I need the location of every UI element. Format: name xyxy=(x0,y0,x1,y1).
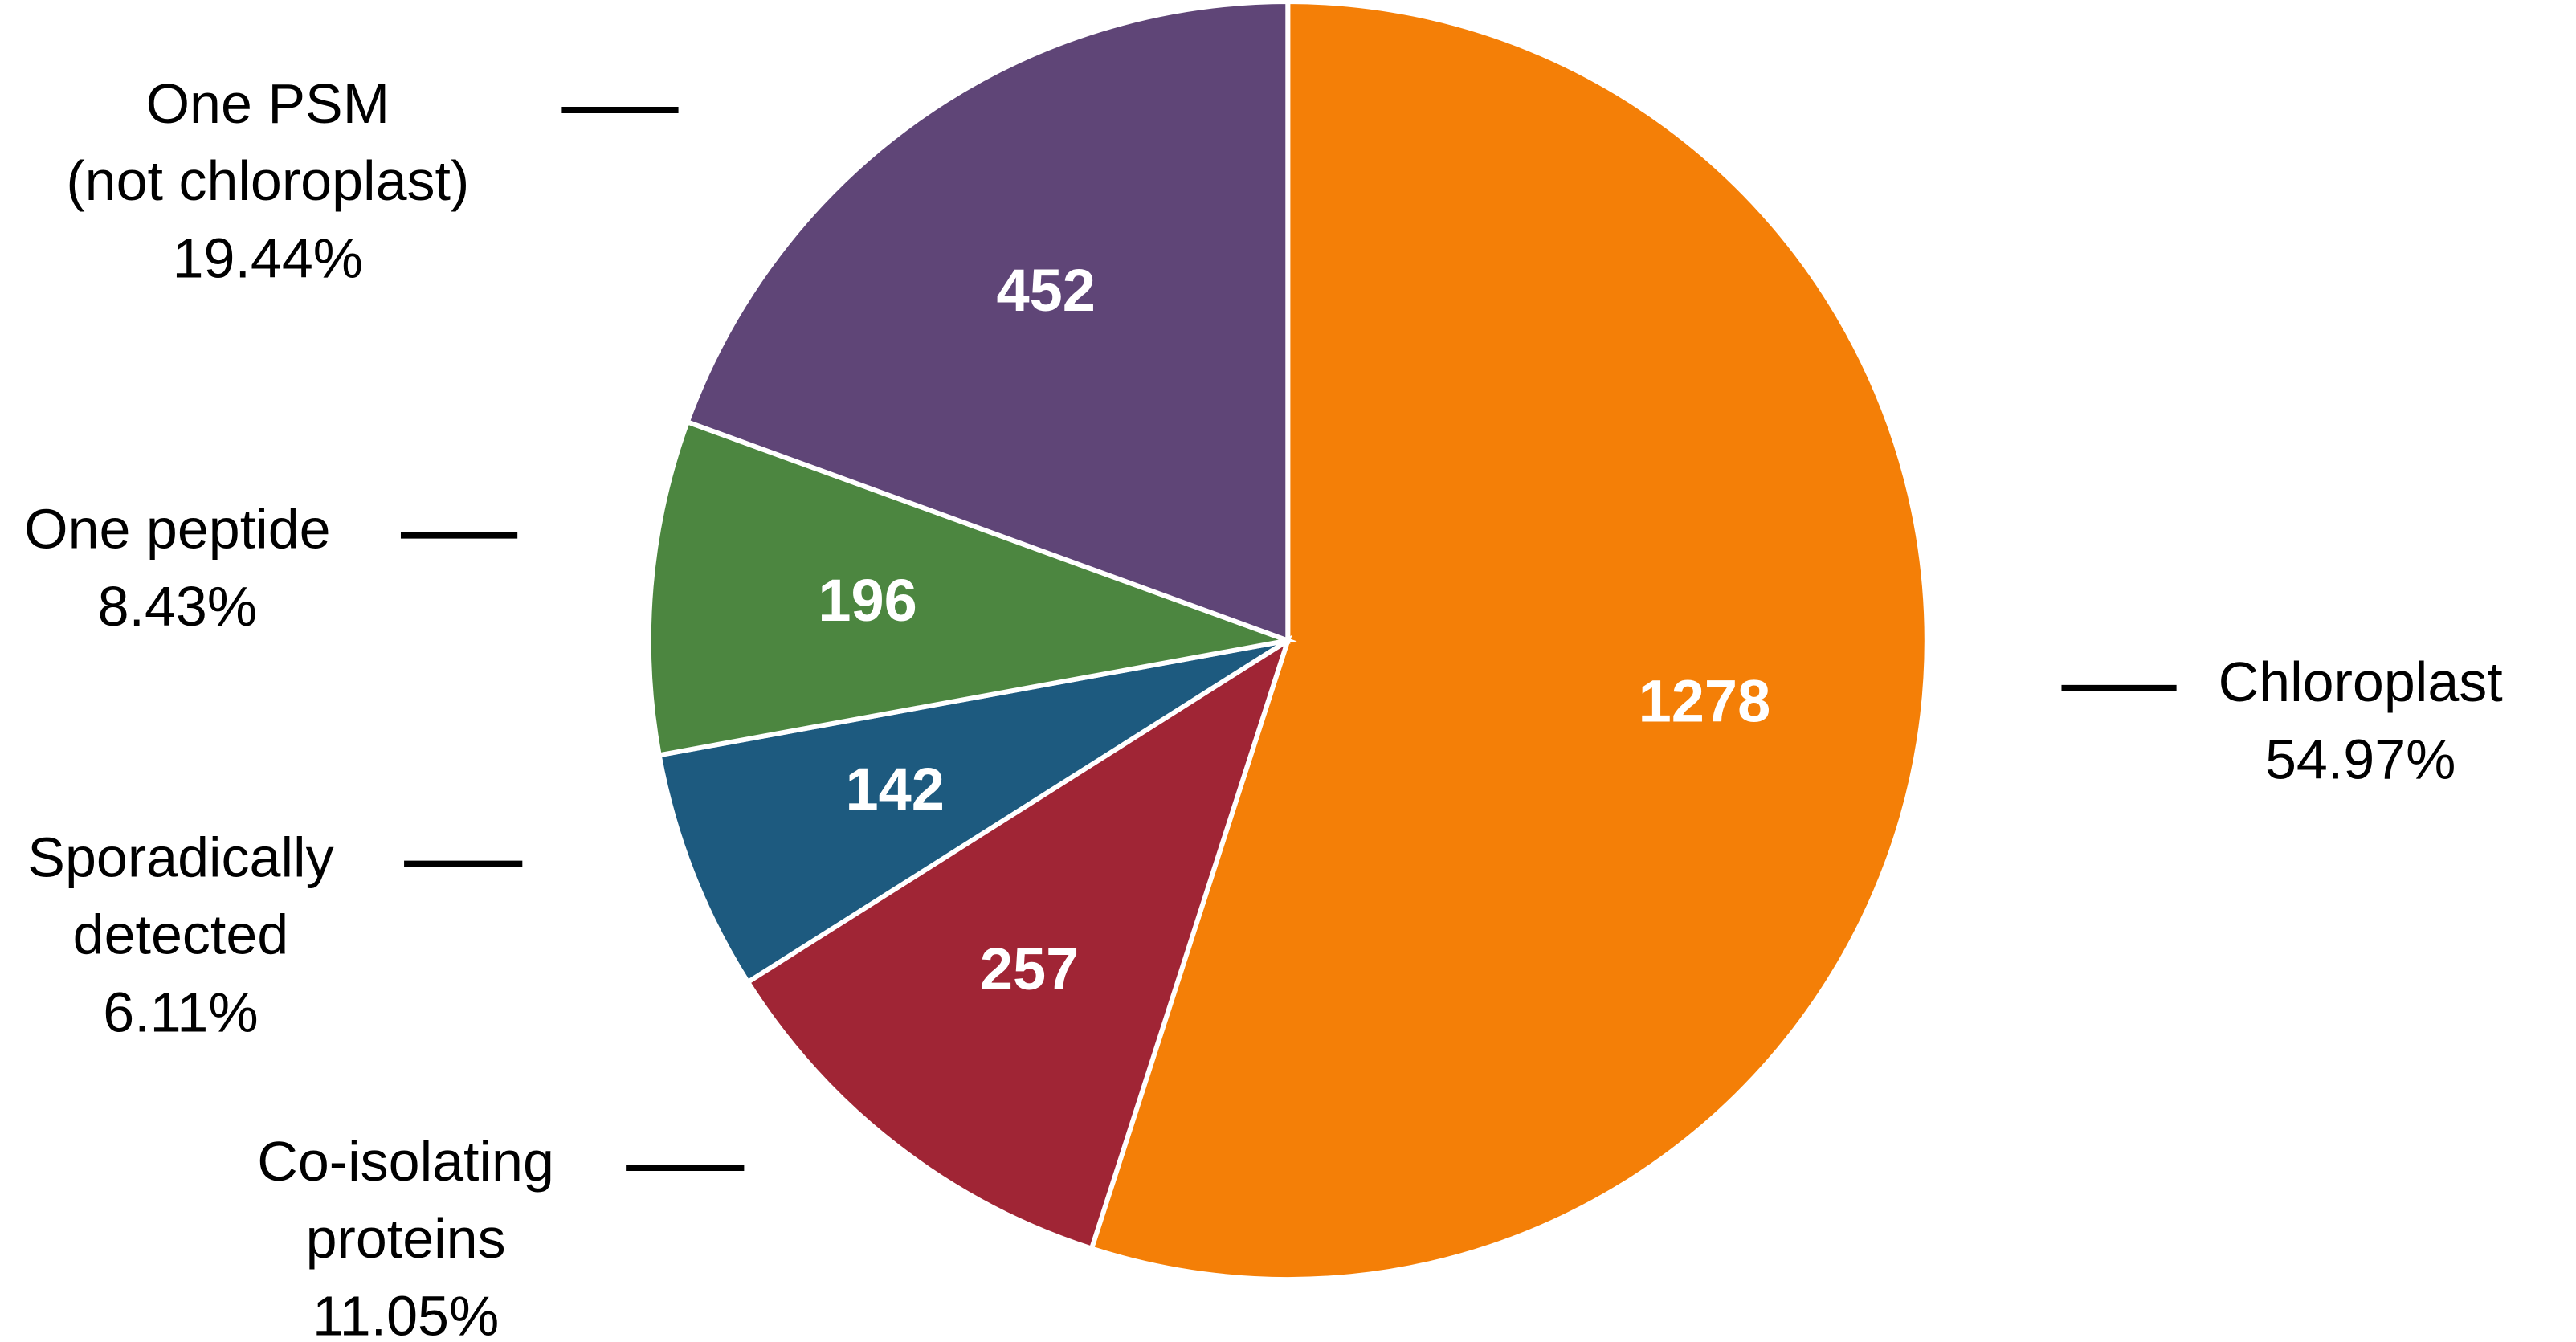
percent-label: 54.97% xyxy=(2265,728,2456,790)
category-label: One peptide xyxy=(24,498,330,561)
category-label: Chloroplast xyxy=(2219,651,2503,713)
pie-slice xyxy=(744,634,1292,1252)
value-label: 1278 xyxy=(1639,668,1771,735)
value-label: 142 xyxy=(845,756,944,822)
percent-label: 6.11% xyxy=(103,981,258,1043)
percent-label: 8.43% xyxy=(98,575,257,638)
category-line: detected xyxy=(73,904,289,966)
pie-slice xyxy=(656,638,1289,986)
category-label: Co-isolating proteins xyxy=(257,1130,554,1270)
pie-slice xyxy=(1088,0,1929,1282)
value-label: 196 xyxy=(818,567,917,634)
value-label: 452 xyxy=(996,257,1095,324)
category-line: One PSM xyxy=(146,72,390,135)
category-line: Chloroplast xyxy=(2219,651,2503,713)
category-label: One PSM (not chloroplast) xyxy=(66,72,469,212)
category-line: (not chloroplast) xyxy=(66,150,469,213)
pie-slice xyxy=(646,418,1297,758)
category-line: proteins xyxy=(306,1208,506,1271)
percent-label: 11.05% xyxy=(312,1285,499,1342)
value-label: 257 xyxy=(980,936,1079,1002)
category-line: Sporadically xyxy=(27,826,333,889)
category-label: Sporadically detected xyxy=(27,826,333,966)
pie-slice xyxy=(684,0,1291,644)
category-line: Co-isolating xyxy=(257,1130,554,1193)
percent-label: 19.44% xyxy=(173,227,363,290)
category-line: One peptide xyxy=(24,498,330,561)
